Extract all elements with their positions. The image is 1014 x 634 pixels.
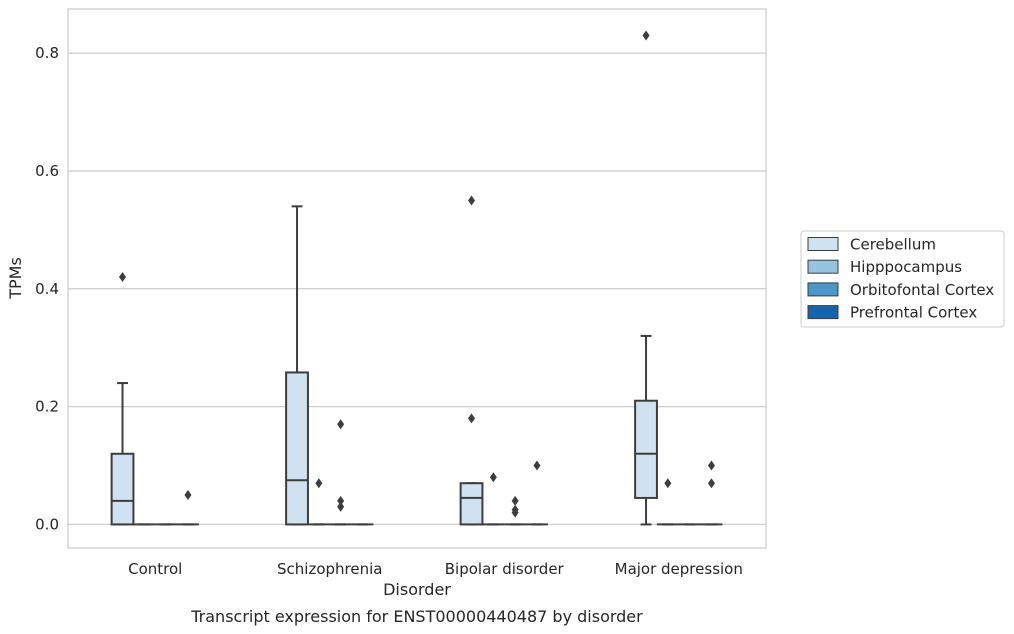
box-outlier: [533, 460, 541, 471]
chart-caption: Transcript expression for ENST0000044048…: [190, 607, 643, 626]
box-outlier: [468, 195, 476, 206]
box-outlier: [642, 30, 650, 41]
box-outlier: [337, 419, 345, 430]
box-outlier: [184, 489, 192, 500]
box-outlier: [511, 495, 519, 506]
x-tick-labels: Control Schizophrenia Bipolar disorder Majo…: [128, 560, 743, 578]
legend-label: Orbitofontal Cortex: [850, 281, 994, 299]
legend-swatch: [807, 259, 839, 274]
x-axis-label: Disorder: [383, 580, 451, 599]
y-tick-label: 0.0: [35, 515, 59, 533]
y-tick-labels: 0.0 0.2 0.4 0.6 0.8: [35, 44, 59, 533]
y-tick-label: 0.6: [35, 162, 59, 180]
box-outlier: [337, 495, 345, 506]
legend: Cerebellum Hipppocampus Orbitofontal Corte…: [800, 230, 1005, 328]
box-outlier: [315, 478, 323, 489]
y-tick-label: 0.8: [35, 44, 59, 62]
box-outlier: [468, 413, 476, 424]
box-outlier: [511, 504, 519, 515]
box-outlier: [707, 478, 715, 489]
legend-swatch: [807, 305, 839, 320]
box-outlier: [707, 460, 715, 471]
x-tick-label: Schizophrenia: [277, 560, 382, 578]
legend-swatch: [807, 237, 839, 251]
legend-label: Cerebellum: [850, 236, 936, 254]
plot-frame: [67, 8, 767, 549]
x-tick-label: Control: [128, 560, 182, 578]
box-iqr: [285, 371, 309, 526]
box-outlier: [489, 472, 497, 483]
x-tick-label: Bipolar disorder: [445, 560, 565, 578]
box-outlier: [337, 501, 345, 512]
box-series: [110, 30, 723, 526]
y-axis-label: TPMs: [6, 257, 25, 300]
box-iqr: [459, 482, 484, 526]
legend-label: Hipppocampus: [850, 258, 962, 276]
y-tick-label: 0.2: [35, 398, 59, 416]
legend-swatch: [807, 282, 839, 297]
x-tick-label: Major depression: [615, 560, 743, 578]
box-outlier: [119, 272, 127, 283]
box-iqr: [110, 452, 135, 526]
legend-label: Prefrontal Cortex: [850, 304, 977, 322]
box-outlier: [664, 478, 672, 489]
legend-frame: [800, 230, 1005, 328]
y-tick-label: 0.4: [35, 280, 59, 298]
box-iqr: [634, 399, 658, 499]
